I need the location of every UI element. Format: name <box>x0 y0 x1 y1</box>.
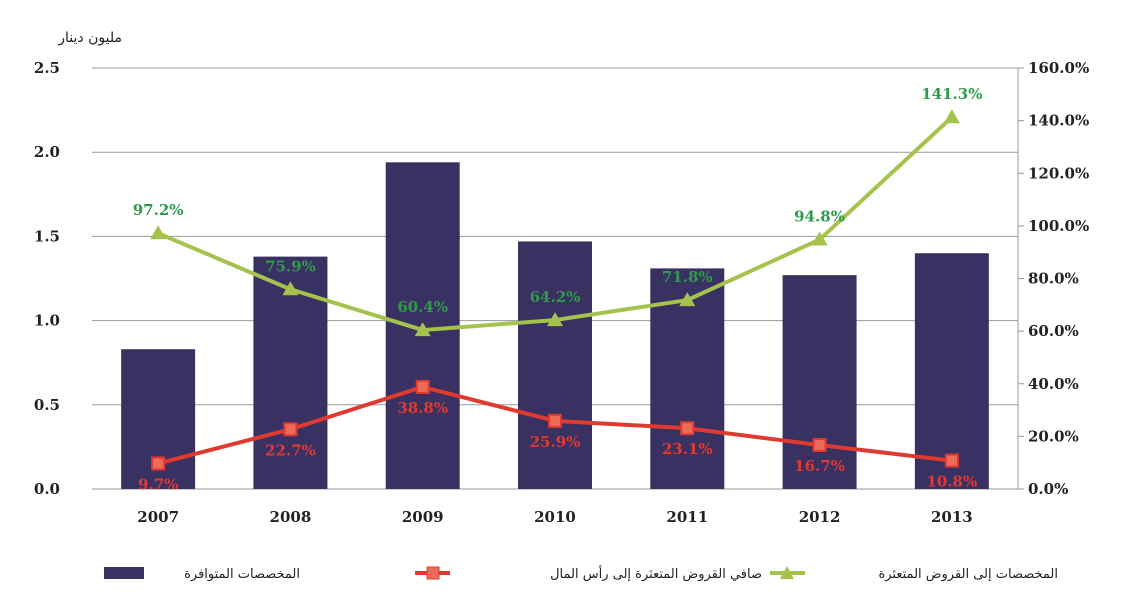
marker-triangle <box>150 225 167 240</box>
y2-tick-label: 40.0% <box>1028 375 1079 393</box>
y-tick-label: 1.5 <box>34 227 60 245</box>
y2-tick-label: 160.0% <box>1028 59 1089 77</box>
x-tick-label: 2007 <box>137 508 179 526</box>
marker-square <box>944 453 959 468</box>
data-label: 75.9% <box>265 257 316 275</box>
y2-tick-label: 80.0% <box>1028 270 1079 288</box>
marker-square <box>548 413 562 428</box>
data-label: 94.8% <box>794 208 845 226</box>
marker-square <box>415 379 430 394</box>
data-label: 64.2% <box>530 288 581 306</box>
data-label: 16.7% <box>794 457 845 475</box>
legend-bar-swatch <box>104 567 144 579</box>
y-tick-label: 1.0 <box>34 312 60 330</box>
x-tick-label: 2010 <box>534 508 576 526</box>
marker-square <box>151 456 166 471</box>
legend-label: صافي القروض المتعثرة إلى رأس المال <box>550 565 762 582</box>
data-label: 22.7% <box>265 441 316 459</box>
data-label: 25.9% <box>530 433 581 451</box>
bar <box>782 275 857 489</box>
marker-triangle <box>414 322 431 337</box>
marker-triangle <box>547 312 563 327</box>
y2-tick-label: 20.0% <box>1028 427 1079 445</box>
data-label: 60.4% <box>397 298 448 316</box>
x-tick-label: 2009 <box>402 508 444 526</box>
y-axis-title: مليون دينار <box>57 30 122 46</box>
x-tick-label: 2012 <box>799 508 841 526</box>
x-tick-label: 2013 <box>931 508 973 526</box>
legend-label: المخصصات المتوافرة <box>184 567 300 582</box>
y2-tick-label: 0.0% <box>1028 480 1068 498</box>
y2-tick-label: 100.0% <box>1028 217 1089 235</box>
legend-marker-square <box>426 566 440 580</box>
marker-triangle <box>811 231 828 246</box>
y2-tick-label: 140.0% <box>1028 112 1089 130</box>
data-label: 71.8% <box>662 268 713 286</box>
x-tick-label: 2008 <box>270 508 312 526</box>
y-tick-label: 0.0 <box>34 480 60 498</box>
marker-square <box>812 438 827 453</box>
legend-label: المخصصات إلى القروض المتعثرة <box>878 567 1058 582</box>
y-tick-label: 2.0 <box>34 143 60 161</box>
y-tick-label: 2.5 <box>34 59 60 77</box>
legend-marker-triangle <box>780 566 794 579</box>
marker-square <box>283 422 298 437</box>
bar <box>518 241 592 489</box>
y2-tick-label: 60.0% <box>1028 322 1079 340</box>
data-label: 97.2% <box>133 201 184 219</box>
data-label: 9.7% <box>138 475 178 493</box>
y-tick-label: 0.5 <box>34 396 60 414</box>
y2-tick-label: 120.0% <box>1028 164 1089 182</box>
marker-triangle <box>282 281 299 296</box>
marker-triangle <box>943 109 960 124</box>
bar <box>914 253 989 489</box>
data-label: 23.1% <box>662 440 713 458</box>
data-label: 10.8% <box>926 473 977 491</box>
data-label: 141.3% <box>921 85 982 103</box>
marker-square <box>680 421 695 436</box>
data-label: 38.8% <box>397 399 448 417</box>
x-tick-label: 2011 <box>666 508 708 526</box>
marker-triangle <box>679 292 696 307</box>
